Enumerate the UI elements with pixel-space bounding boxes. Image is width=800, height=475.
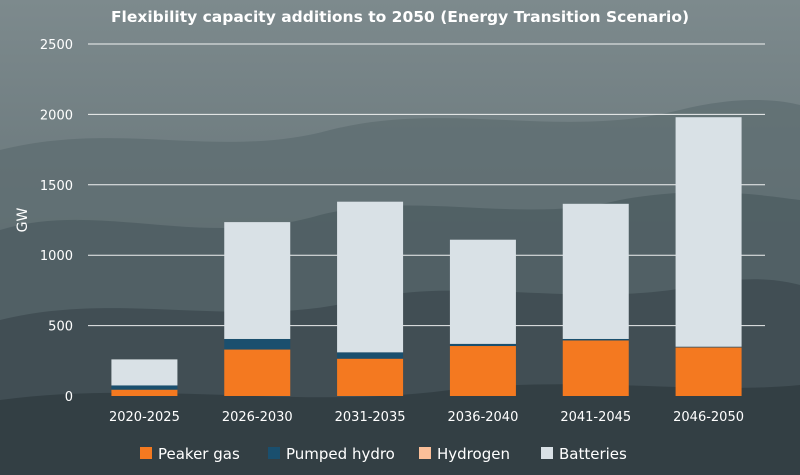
bar-segment-pumped-hydro [562,338,629,341]
bar-segment-peaker-gas [562,340,629,396]
legend-swatch [541,447,553,459]
x-tick-label: 2031-2035 [335,410,406,425]
bar-segment-pumped-hydro [449,343,516,347]
gridlines [88,43,765,327]
bar-segment-batteries [562,203,629,339]
y-tick-label: 1500 [40,179,73,194]
bar-segment-batteries [675,117,742,347]
bar-segment-peaker-gas [449,346,516,396]
legend-item-batteries: Batteries [541,445,627,463]
bar-stack-2026-2030 [224,222,291,396]
legend-label: Peaker gas [158,445,240,463]
bar-segment-peaker-gas [337,358,404,396]
bar-stack-2036-2040 [449,239,516,396]
chart-title: Flexibility capacity additions to 2050 (… [111,8,689,26]
y-tick-label: 0 [65,390,73,405]
y-axis: 0 500 1000 1500 2000 2500 [40,38,73,405]
x-axis: 2020-2025 2026-2030 2031-2035 2036-2040 2041… [109,410,744,425]
legend-item-hydrogen: Hydrogen [419,445,510,463]
bar-stack-2020-2025 [111,359,178,396]
y-tick-label: 1000 [40,249,73,264]
bar-segment-batteries [224,222,291,339]
x-tick-label: 2041-2045 [560,410,631,425]
legend: Peaker gas Pumped hydro Hydrogen Batteries [140,445,627,463]
bar-segment-batteries [449,239,516,344]
x-tick-label: 2046-2050 [673,410,744,425]
y-tick-label: 2000 [40,108,73,123]
bar-segment-pumped-hydro [675,346,742,348]
legend-swatch [140,447,152,459]
x-tick-label: 2036-2040 [447,410,518,425]
bar-segment-batteries [337,201,404,353]
y-tick-label: 500 [48,320,73,335]
y-tick-label: 2500 [40,38,73,53]
bar-segment-peaker-gas [111,389,178,396]
bar-segment-peaker-gas [675,347,742,396]
bar-segment-pumped-hydro [111,385,178,390]
legend-item-peaker-gas: Peaker gas [140,445,240,463]
bar-segment-batteries [111,359,178,386]
x-tick-label: 2026-2030 [222,410,293,425]
legend-label: Batteries [559,445,627,463]
bar-stack-2041-2045 [562,203,629,396]
x-tick-label: 2020-2025 [109,410,180,425]
legend-item-pumped-hydro: Pumped hydro [268,445,395,463]
legend-swatch [268,447,280,459]
bar-segment-pumped-hydro [337,352,404,359]
bars [111,117,742,396]
bar-segment-peaker-gas [224,349,291,396]
legend-label: Pumped hydro [286,445,395,463]
legend-swatch [419,447,431,459]
bar-segment-pumped-hydro [224,338,291,350]
bar-stack-2031-2035 [337,201,404,396]
y-axis-label: GW [15,208,31,233]
legend-label: Hydrogen [437,445,510,463]
bar-stack-2046-2050 [675,117,742,396]
